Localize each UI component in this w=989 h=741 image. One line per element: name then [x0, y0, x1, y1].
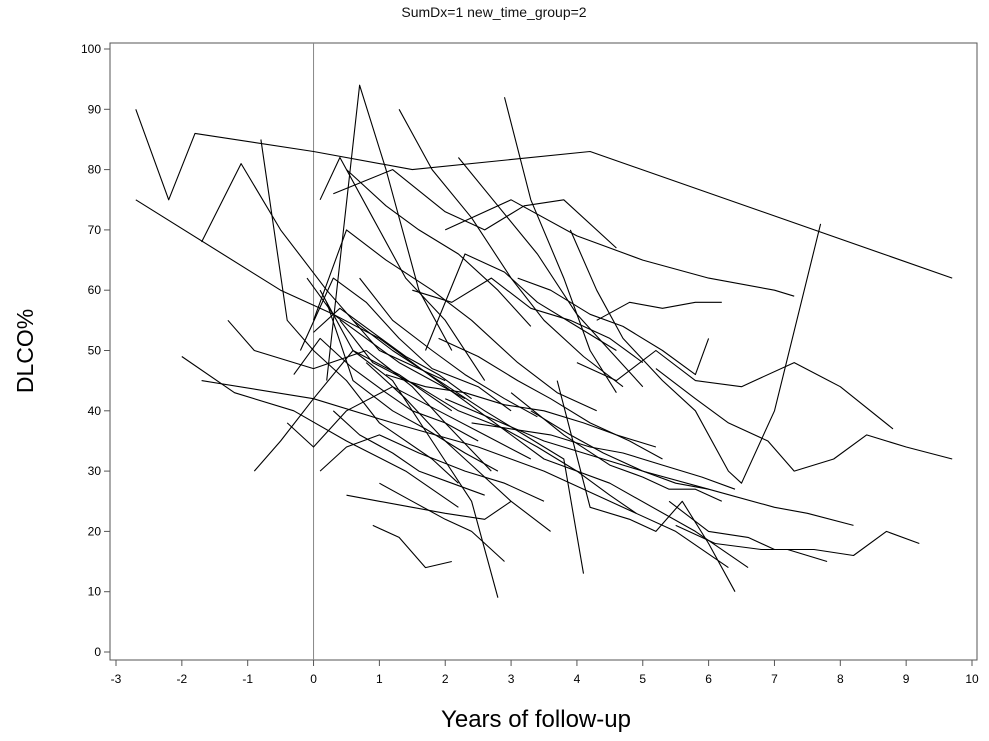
series-line-20	[668, 500, 920, 557]
series-line-42	[471, 422, 736, 490]
series-line-27	[346, 494, 512, 520]
series-line-48	[530, 410, 709, 490]
series-line-40	[398, 109, 624, 388]
series-line-9	[319, 289, 499, 598]
series-line-25	[365, 362, 551, 532]
series-line-23	[352, 319, 585, 574]
series-line-3	[201, 163, 446, 382]
y-tick-label: 70	[88, 223, 102, 237]
series-line-14	[569, 223, 822, 484]
series-line-18	[510, 392, 723, 502]
series-layer	[135, 84, 953, 598]
x-tick-label: 8	[837, 672, 844, 686]
series-line-7	[201, 380, 729, 569]
series-line-24	[556, 380, 736, 592]
y-tick-label: 80	[88, 163, 102, 177]
series-line-31	[412, 277, 644, 364]
x-tick-label: 7	[771, 672, 778, 686]
y-axis: 0 10 20 30 40 50 60 70 80 90 100	[81, 42, 110, 659]
series-line-26	[379, 482, 505, 562]
series-line-21	[675, 524, 828, 563]
series-line-17	[655, 368, 953, 472]
series-line-45	[313, 307, 472, 400]
series-line-43	[385, 374, 657, 448]
series-line-16	[576, 349, 894, 430]
series-line-19	[444, 398, 854, 526]
x-tick-label: 5	[639, 672, 646, 686]
series-line-29	[299, 277, 512, 412]
x-tick-label: -2	[177, 672, 188, 686]
y-tick-label: 100	[81, 42, 101, 56]
series-line-4	[260, 139, 459, 484]
series-line-22	[339, 319, 637, 514]
series-line-44	[332, 410, 485, 496]
y-tick-label: 60	[88, 283, 102, 297]
y-tick-label: 0	[94, 645, 101, 659]
x-tick-label: 3	[508, 672, 515, 686]
y-tick-label: 10	[88, 585, 102, 599]
series-line-39	[457, 157, 644, 388]
x-tick-label: 9	[903, 672, 910, 686]
x-axis: -3 -2 -1 0 1 2 3 4 5 6 7 8 9 10	[111, 660, 979, 686]
series-line-30	[312, 229, 597, 412]
series-line-36	[517, 277, 710, 376]
series-line-37	[319, 434, 545, 502]
series-line-2	[135, 199, 749, 569]
series-line-11	[319, 156, 486, 381]
series-line-28	[372, 524, 452, 569]
series-line-10	[326, 84, 453, 381]
x-tick-label: 1	[376, 672, 383, 686]
x-tick-label: 2	[442, 672, 449, 686]
x-tick-label: 6	[705, 672, 712, 686]
series-line-12	[333, 169, 617, 249]
series-line-33	[326, 302, 499, 472]
series-line-34	[438, 337, 663, 460]
x-axis-label: Years of follow-up	[441, 706, 631, 733]
x-tick-label: 10	[965, 672, 979, 686]
y-axis-label: DLCO%	[12, 309, 38, 393]
plot-frame	[109, 42, 978, 661]
x-tick-label: 0	[310, 672, 317, 686]
series-line-41	[346, 169, 532, 327]
x-tick-label: -3	[111, 672, 122, 686]
series-line-5	[227, 319, 492, 472]
series-line-35	[596, 301, 722, 321]
series-line-1	[135, 109, 953, 279]
series-line-47	[359, 277, 538, 418]
series-line-15	[503, 97, 617, 393]
chart-title: SumDx=1 new_time_group=2	[401, 4, 586, 20]
series-line-32	[424, 253, 617, 351]
x-tick-label: 4	[574, 672, 581, 686]
y-tick-label: 90	[88, 102, 102, 116]
x-tick-label: -1	[242, 672, 253, 686]
series-line-13	[444, 199, 795, 297]
series-line-38	[286, 386, 532, 460]
series-line-49	[293, 337, 479, 442]
y-tick-label: 50	[88, 344, 102, 358]
series-line-6	[181, 356, 459, 508]
y-tick-label: 30	[88, 464, 102, 478]
series-line-46	[306, 277, 466, 400]
y-tick-label: 20	[88, 524, 102, 538]
y-tick-label: 40	[88, 404, 102, 418]
